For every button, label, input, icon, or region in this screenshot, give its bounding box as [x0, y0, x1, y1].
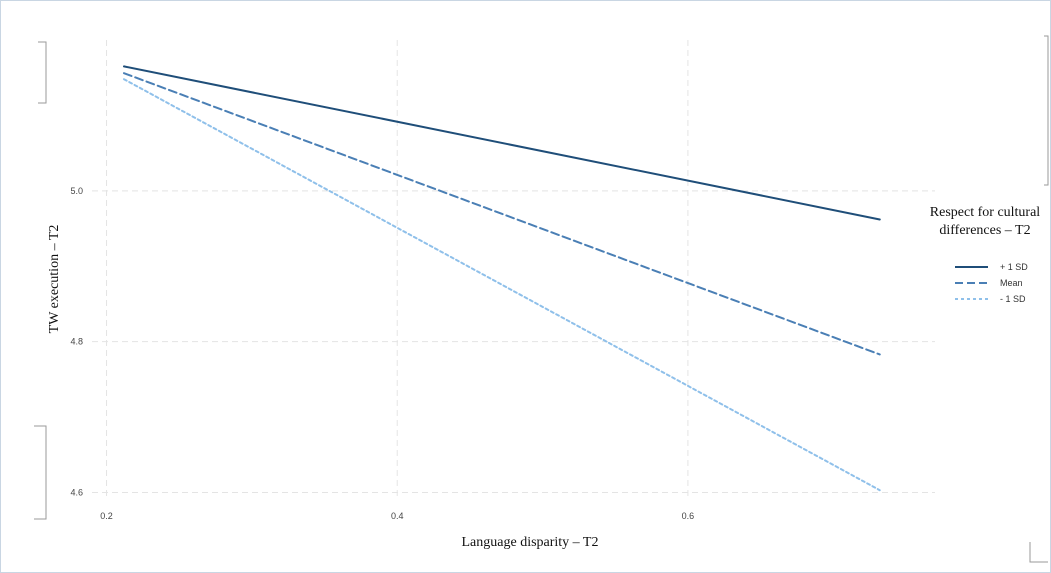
series-lines	[122, 65, 881, 492]
x-tick-label: 0.6	[682, 511, 695, 521]
x-tick-label: 0.2	[100, 511, 113, 521]
legend: + 1 SD Mean - 1 SD	[955, 262, 1028, 304]
y-tick-label: 4.6	[70, 487, 83, 497]
legend-label-0: + 1 SD	[1000, 262, 1028, 272]
y-tick-labels: 4.6 4.8 5.0	[70, 186, 83, 498]
grid-lines	[92, 40, 935, 500]
series-line-0	[122, 65, 881, 221]
legend-title-line-1: Respect for cultural	[930, 205, 1041, 220]
legend-label-2: - 1 SD	[1000, 294, 1026, 304]
x-tick-labels: 0.2 0.4 0.6	[100, 511, 694, 521]
legend-label-1: Mean	[1000, 278, 1023, 288]
x-axis-title: Language disparity – T2	[462, 535, 599, 550]
frame-brackets	[34, 35, 1049, 563]
y-tick-label: 5.0	[70, 186, 83, 196]
y-tick-label: 4.8	[70, 337, 83, 347]
series-line-1	[122, 72, 881, 356]
y-axis-title: TW execution – T2	[47, 225, 62, 334]
x-tick-label: 0.4	[391, 511, 404, 521]
series-line-2	[122, 78, 881, 492]
legend-title-line-2: differences – T2	[939, 223, 1030, 238]
